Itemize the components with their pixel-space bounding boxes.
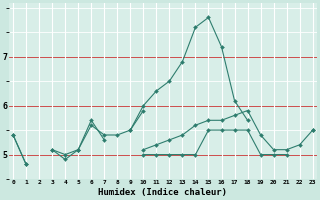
X-axis label: Humidex (Indice chaleur): Humidex (Indice chaleur): [98, 188, 228, 197]
